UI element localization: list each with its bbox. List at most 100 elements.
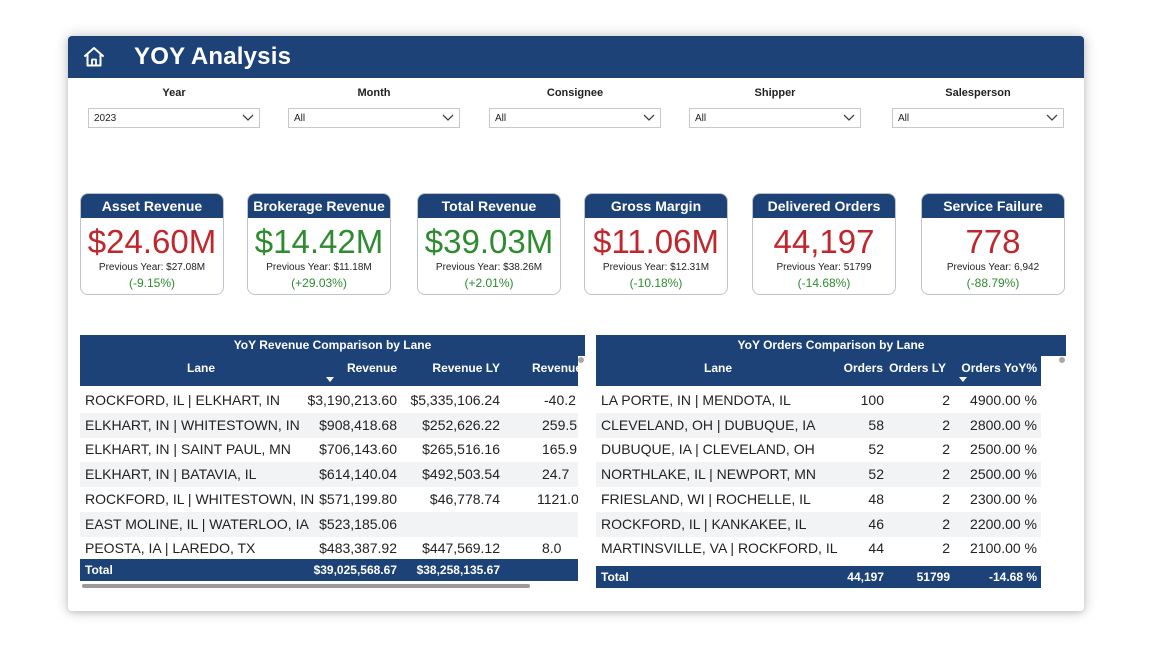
filter-label-salesperson: Salesperson	[945, 87, 1011, 99]
cell-value: 2500.00 %	[970, 466, 1037, 483]
cell-value: $3,190,213.60	[307, 392, 397, 408]
kpi-change: (-88.79%)	[966, 276, 1020, 290]
cell-value: $483,387.92	[319, 540, 397, 557]
filter-dropdown-consignee[interactable]: All	[489, 108, 661, 128]
orders-table-header: Lane Orders Orders LY Orders YoY%	[596, 356, 1041, 386]
cell-lane: EAST MOLINE, IL | WATERLOO, IA	[85, 515, 309, 532]
filter-label-shipper: Shipper	[754, 87, 796, 99]
cell-lane: MARTINSVILLE, VA | ROCKFORD, IL	[601, 540, 838, 557]
kpi-title: Gross Margin	[585, 194, 727, 218]
filter-dropdown-month[interactable]: All	[288, 108, 460, 128]
table-row[interactable]: ROCKFORD, IL | KANKAKEE, IL 46 2 2200.00 %	[596, 511, 1041, 537]
filter-dropdown-salesperson[interactable]: All	[892, 108, 1064, 128]
cell-value: 44	[868, 540, 884, 557]
filter-dropdown-shipper[interactable]: All	[689, 108, 861, 128]
table-row[interactable]: EAST MOLINE, IL | WATERLOO, IA $523,185.0…	[80, 511, 578, 537]
kpi-value: $39.03M	[424, 223, 554, 260]
kpi-value: 778	[965, 223, 1021, 260]
filter-value: All	[294, 113, 306, 124]
home-icon[interactable]	[82, 45, 106, 69]
column-header-revenue[interactable]: Revenue	[532, 361, 578, 375]
kpi-previous-year: Previous Year: $12.31M	[602, 262, 710, 273]
cell-value: 2	[942, 416, 950, 433]
sort-desc-icon[interactable]	[326, 377, 334, 382]
table-row[interactable]: ROCKFORD, IL | ELKHART, IN $3,190,213.60 $…	[80, 388, 578, 413]
filter-dropdown-year[interactable]: 2023	[88, 108, 260, 128]
column-header-lane[interactable]: Lane	[704, 361, 733, 375]
cell-value: 2	[942, 490, 950, 507]
cell-value: $706,143.60	[319, 441, 397, 458]
filter-value: All	[695, 113, 707, 124]
table-row[interactable]: PEOSTA, IA | LAREDO, TX $483,387.92 $447,5…	[80, 536, 578, 561]
column-header-revenue-ly[interactable]: Revenue LY	[432, 361, 500, 375]
cell-value: $252,626.22	[422, 416, 500, 433]
table-row[interactable]: ROCKFORD, IL | WHITESTOWN, IN $571,199.80…	[80, 487, 578, 512]
cell-lane: ROCKFORD, IL | WHITESTOWN, IN	[85, 490, 315, 507]
cell-value: 2200.00 %	[970, 515, 1037, 532]
table-row[interactable]: ELKHART, IN | BATAVIA, IL $614,140.04 $492…	[80, 462, 578, 488]
kpi-change: (-14.68%)	[797, 276, 851, 290]
table-row[interactable]: NORTHLAKE, IL | NEWPORT, MN 52 2 2500.00 %	[596, 462, 1041, 488]
cell-value: 4900.00 %	[970, 392, 1037, 408]
kpi-previous-year: Previous Year: $11.18M	[266, 262, 372, 273]
cell-value: 8.0	[542, 540, 562, 557]
cell-value: 2500.00 %	[970, 441, 1037, 458]
table-row[interactable]: LA PORTE, IN | MENDOTA, IL 100 2 4900.00 %	[596, 388, 1041, 413]
column-header-orders-ly[interactable]: Orders LY	[889, 361, 946, 375]
column-header-orders-yoy-[interactable]: Orders YoY%	[961, 361, 1037, 375]
kpi-card-service-failure: Service Failure 778 Previous Year: 6,942 (-…	[921, 193, 1065, 295]
chevron-down-icon[interactable]	[843, 114, 855, 122]
kpi-title: Service Failure	[922, 194, 1064, 218]
total-value: 51799	[916, 570, 950, 584]
cell-lane: ROCKFORD, IL | KANKAKEE, IL	[601, 515, 807, 532]
page-title: YOY Analysis	[134, 43, 292, 70]
cell-value: $492,503.54	[422, 466, 500, 483]
cell-value: -40.2	[544, 392, 576, 408]
chevron-down-icon[interactable]	[1046, 114, 1058, 122]
chevron-down-icon[interactable]	[242, 114, 254, 122]
table-row[interactable]: ELKHART, IN | SAINT PAUL, MN $706,143.60 $…	[80, 437, 578, 462]
chevron-down-icon[interactable]	[442, 114, 454, 122]
table-row[interactable]: MARTINSVILLE, VA | ROCKFORD, IL 44 2 2100.0…	[596, 536, 1041, 561]
kpi-card-total-revenue: Total Revenue $39.03M Previous Year: $38.2…	[417, 193, 561, 295]
table-row[interactable]: ELKHART, IN | WHITESTOWN, IN $908,418.68 $…	[80, 412, 578, 438]
filter-label-year: Year	[162, 87, 186, 99]
total-label: Total	[601, 570, 629, 584]
kpi-value: $14.42M	[254, 223, 384, 260]
total-label: Total	[85, 563, 113, 577]
kpi-change: (+2.01%)	[464, 276, 514, 290]
cell-lane: ELKHART, IN | SAINT PAUL, MN	[85, 441, 291, 458]
column-header-orders[interactable]: Orders	[843, 361, 883, 375]
column-header-lane[interactable]: Lane	[187, 361, 216, 375]
chevron-down-icon[interactable]	[643, 114, 655, 122]
vertical-scrollbar[interactable]	[578, 357, 584, 363]
cell-value: $5,335,106.24	[410, 392, 500, 408]
cell-value: $571,199.80	[319, 490, 397, 507]
kpi-change: (-10.18%)	[629, 276, 683, 290]
vertical-scrollbar[interactable]	[1059, 357, 1065, 363]
filter-value: All	[898, 113, 910, 124]
kpi-value: $24.60M	[87, 223, 217, 260]
column-header-revenue[interactable]: Revenue	[346, 361, 397, 375]
orders-table-body: Lane Orders Orders LY Orders YoY% LA PORTE, …	[596, 356, 1041, 590]
cell-value: 100	[860, 392, 884, 408]
kpi-title: Asset Revenue	[81, 194, 223, 218]
cell-value: 165.9	[542, 441, 578, 458]
cell-value: 52	[868, 466, 884, 483]
table-row[interactable]: FRIESLAND, WI | ROCHELLE, IL 48 2 2300.00 %	[596, 487, 1041, 512]
kpi-previous-year: Previous Year: 6,942	[946, 262, 1040, 273]
revenue-table-title: YoY Revenue Comparison by Lane	[80, 335, 585, 356]
cell-value: $908,418.68	[319, 416, 397, 433]
kpi-previous-year: Previous Year: $38.26M	[435, 262, 543, 273]
table-row[interactable]: DUBUQUE, IA | CLEVELAND, OH 52 2 2500.00 %	[596, 437, 1041, 462]
cell-value: $265,516.16	[422, 441, 500, 458]
cell-lane: CLEVELAND, OH | DUBUQUE, IA	[601, 416, 816, 433]
cell-value: 24.7	[542, 466, 570, 483]
table-row[interactable]: CLEVELAND, OH | DUBUQUE, IA 58 2 2800.00 %	[596, 412, 1041, 438]
horizontal-scrollbar[interactable]	[82, 584, 530, 588]
cell-lane: DUBUQUE, IA | CLEVELAND, OH	[601, 441, 815, 458]
sort-desc-icon[interactable]	[959, 377, 967, 382]
cell-value: 2100.00 %	[970, 540, 1037, 557]
cell-value: 48	[868, 490, 884, 507]
cell-value: 2	[942, 466, 950, 483]
